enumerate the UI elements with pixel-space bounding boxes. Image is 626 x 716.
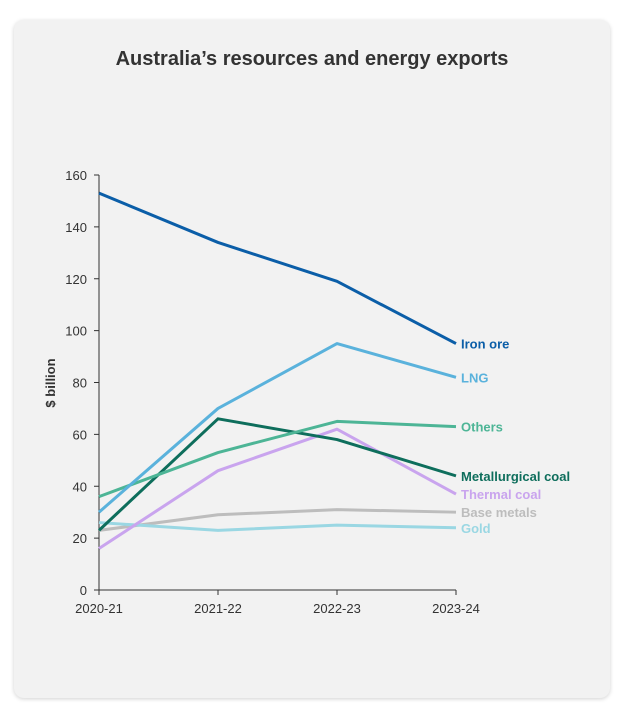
series-label-iron-ore: Iron ore [461, 337, 509, 352]
series-line-thermal-coal [98, 427, 457, 550]
series-label-base-metals: Base metals [461, 505, 537, 520]
y-tick-label: 120 [65, 272, 87, 287]
y-tick-label: 160 [65, 168, 87, 183]
chart-card: Australia’s resources and energy exports [14, 20, 610, 698]
x-tick-label: 2020-21 [75, 601, 123, 616]
y-tick-label: 80 [73, 376, 87, 391]
y-axis-label: $ billion [43, 358, 58, 407]
x-tick-label: 2021-22 [194, 601, 242, 616]
x-tick-label: 2022-23 [313, 601, 361, 616]
chart-title: Australia’s resources and energy exports [115, 48, 509, 70]
series-label-lng: LNG [461, 370, 488, 385]
series-label-others: Others [461, 420, 503, 435]
series-line-gold [98, 521, 457, 532]
axes: 0 20 40 60 80 100 120 140 160 2020-21 2021-22 2022-… [65, 168, 480, 616]
series-label-metallurgical-coal: Metallurgical coal [461, 469, 570, 484]
y-tick-label: 60 [73, 427, 87, 442]
y-tick-label: 140 [65, 220, 87, 235]
y-tick-label: 20 [73, 531, 87, 546]
series-line-lng [98, 342, 457, 514]
y-tick-label: 0 [80, 583, 87, 598]
series-label-thermal-coal: Thermal coal [461, 487, 541, 502]
series-line-others [98, 419, 457, 499]
x-tick-label: 2023-24 [432, 601, 480, 616]
y-tick-label: 100 [65, 324, 87, 339]
series-labels: Iron ore LNG Others Metallurgical coal Therm… [461, 337, 570, 536]
series-line-base-metals [98, 508, 457, 532]
series-label-gold: Gold [461, 521, 491, 536]
y-tick-label: 40 [73, 479, 87, 494]
series-lines [97, 191, 457, 550]
series-line-iron-ore [98, 191, 457, 345]
